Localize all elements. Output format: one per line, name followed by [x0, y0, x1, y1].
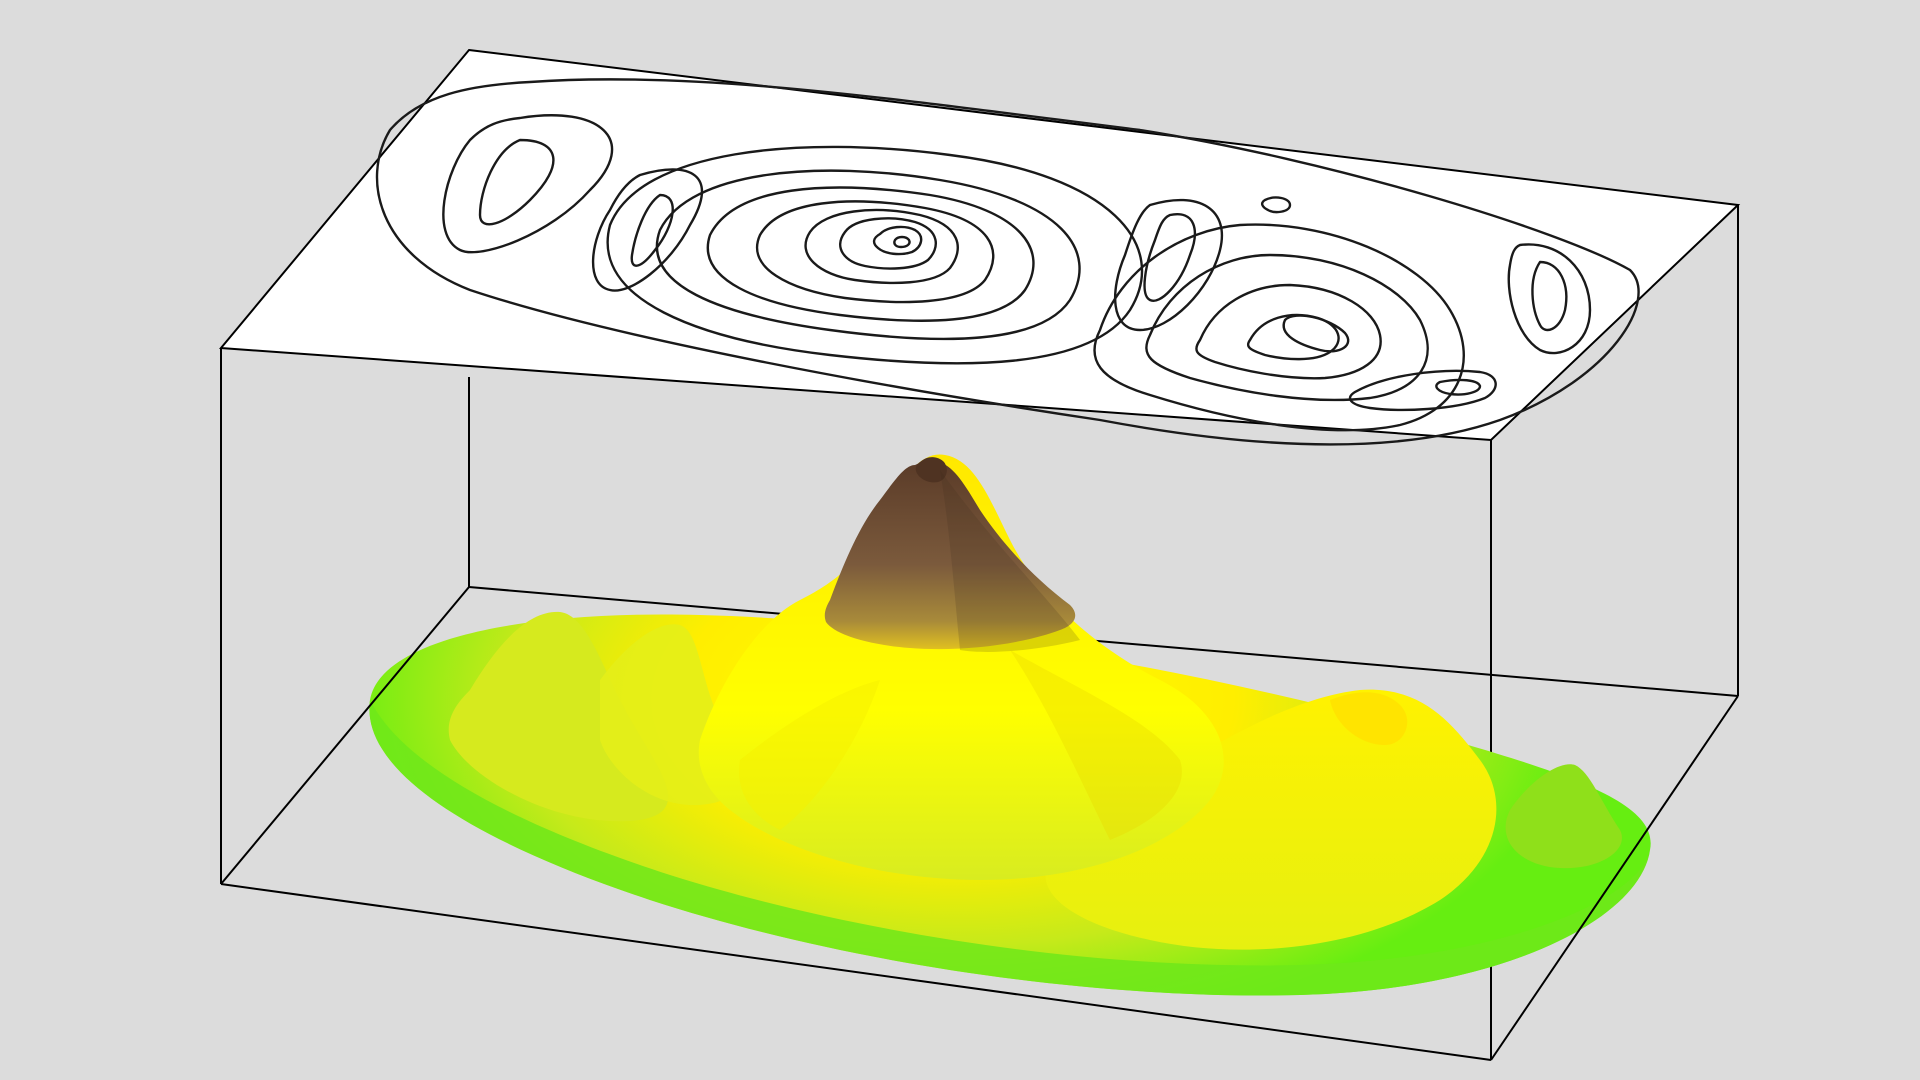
- wireframe-box-back: [468, 377, 1739, 697]
- contour-map: [218, 48, 1741, 446]
- wireframe-box-bottom: [220, 586, 1739, 1061]
- 3d-terrain-surface: [369, 454, 1651, 996]
- contour-lines: [375, 78, 1640, 446]
